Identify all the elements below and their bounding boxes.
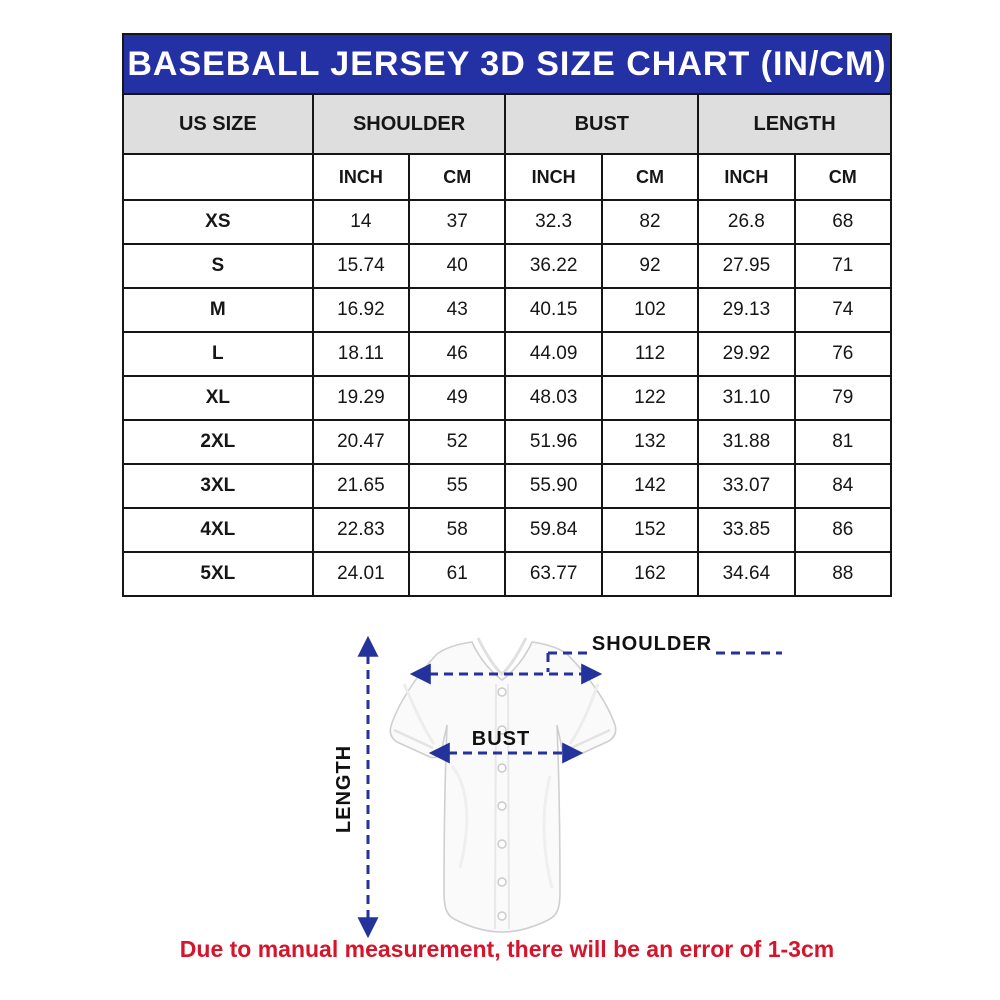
table-row: L 18.11 46 44.09 112 29.92 76 <box>122 331 893 377</box>
value-cell: 59.84 <box>504 507 603 553</box>
value-cell: 82 <box>600 199 700 245</box>
table-row: XL 19.29 49 48.03 122 31.10 79 <box>122 375 893 421</box>
unit-header: INCH <box>697 153 796 201</box>
value-cell: 86 <box>793 507 893 553</box>
length-label: LENGTH <box>333 745 355 833</box>
value-cell: 122 <box>600 375 700 421</box>
shoulder-label: SHOULDER <box>592 633 712 655</box>
value-cell: 68 <box>793 199 893 245</box>
table-row: 2XL 20.47 52 51.96 132 31.88 81 <box>122 419 893 465</box>
size-cell: 3XL <box>122 463 314 509</box>
table-unit-header-row: INCH CM INCH CM INCH CM <box>122 153 893 201</box>
value-cell: 92 <box>600 243 700 289</box>
value-cell: 132 <box>600 419 700 465</box>
size-cell: 2XL <box>122 419 314 465</box>
value-cell: 27.95 <box>697 243 796 289</box>
value-cell: 51.96 <box>504 419 603 465</box>
value-cell: 52 <box>408 419 507 465</box>
size-cell: 4XL <box>122 507 314 553</box>
table-row: XS 14 37 32.3 82 26.8 68 <box>122 199 893 245</box>
value-cell: 40.15 <box>504 287 603 333</box>
table-row: 3XL 21.65 55 55.90 142 33.07 84 <box>122 463 893 509</box>
size-cell: XL <box>122 375 314 421</box>
value-cell: 16.92 <box>311 287 411 333</box>
value-cell: 18.11 <box>311 331 411 377</box>
value-cell: 26.8 <box>697 199 796 245</box>
value-cell: 43 <box>408 287 507 333</box>
value-cell: 76 <box>793 331 893 377</box>
value-cell: 33.07 <box>697 463 796 509</box>
value-cell: 32.3 <box>504 199 603 245</box>
value-cell: 19.29 <box>311 375 411 421</box>
value-cell: 55 <box>408 463 507 509</box>
unit-header: CM <box>600 153 700 201</box>
size-cell: S <box>122 243 314 289</box>
value-cell: 22.83 <box>311 507 411 553</box>
value-cell: 142 <box>600 463 700 509</box>
table-row: 4XL 22.83 58 59.84 152 33.85 86 <box>122 507 893 553</box>
unit-header-empty <box>122 153 314 201</box>
size-cell: XS <box>122 199 314 245</box>
value-cell: 55.90 <box>504 463 603 509</box>
value-cell: 81 <box>793 419 893 465</box>
value-cell: 112 <box>600 331 700 377</box>
value-cell: 63.77 <box>504 551 603 597</box>
value-cell: 31.10 <box>697 375 796 421</box>
bust-label: BUST <box>472 728 530 750</box>
unit-header: CM <box>793 153 893 201</box>
value-cell: 79 <box>793 375 893 421</box>
size-cell: 5XL <box>122 551 314 597</box>
measurement-error-note: Due to manual measurement, there will be… <box>179 936 835 962</box>
value-cell: 46 <box>408 331 507 377</box>
value-cell: 74 <box>793 287 893 333</box>
value-cell: 71 <box>793 243 893 289</box>
value-cell: 162 <box>600 551 700 597</box>
value-cell: 20.47 <box>311 419 411 465</box>
unit-header: INCH <box>504 153 603 201</box>
value-cell: 102 <box>600 287 700 333</box>
table-row: 5XL 24.01 61 63.77 162 34.64 88 <box>122 551 893 597</box>
value-cell: 40 <box>408 243 507 289</box>
value-cell: 88 <box>793 551 893 597</box>
table-group-header-row: US SIZE SHOULDER BUST LENGTH <box>122 93 892 155</box>
unit-header: INCH <box>311 153 411 201</box>
size-cell: L <box>122 331 314 377</box>
page-title: BASEBALL JERSEY 3D SIZE CHART (IN/CM) <box>122 33 892 95</box>
value-cell: 152 <box>600 507 700 553</box>
value-cell: 33.85 <box>697 507 796 553</box>
col-header-bust: BUST <box>504 93 700 155</box>
value-cell: 14 <box>311 199 411 245</box>
value-cell: 44.09 <box>504 331 603 377</box>
value-cell: 58 <box>408 507 507 553</box>
jersey-buttons <box>497 687 507 921</box>
col-header-length: LENGTH <box>697 93 892 155</box>
value-cell: 36.22 <box>504 243 603 289</box>
jersey-image <box>389 637 617 933</box>
value-cell: 84 <box>793 463 893 509</box>
size-table: US SIZE SHOULDER BUST LENGTH INCH CM INC… <box>122 93 893 597</box>
value-cell: 31.88 <box>697 419 796 465</box>
value-cell: 49 <box>408 375 507 421</box>
table-row: M 16.92 43 40.15 102 29.13 74 <box>122 287 893 333</box>
jersey-measurement-diagram: SHOULDER BUST LENGTH <box>333 633 782 939</box>
value-cell: 29.13 <box>697 287 796 333</box>
value-cell: 29.92 <box>697 331 796 377</box>
value-cell: 48.03 <box>504 375 603 421</box>
value-cell: 21.65 <box>311 463 411 509</box>
value-cell: 24.01 <box>311 551 411 597</box>
col-header-shoulder: SHOULDER <box>311 93 507 155</box>
table-row: S 15.74 40 36.22 92 27.95 71 <box>122 243 893 289</box>
value-cell: 37 <box>408 199 507 245</box>
col-header-us-size: US SIZE <box>122 93 314 155</box>
size-cell: M <box>122 287 314 333</box>
value-cell: 15.74 <box>311 243 411 289</box>
value-cell: 61 <box>408 551 507 597</box>
value-cell: 34.64 <box>697 551 796 597</box>
unit-header: CM <box>408 153 507 201</box>
